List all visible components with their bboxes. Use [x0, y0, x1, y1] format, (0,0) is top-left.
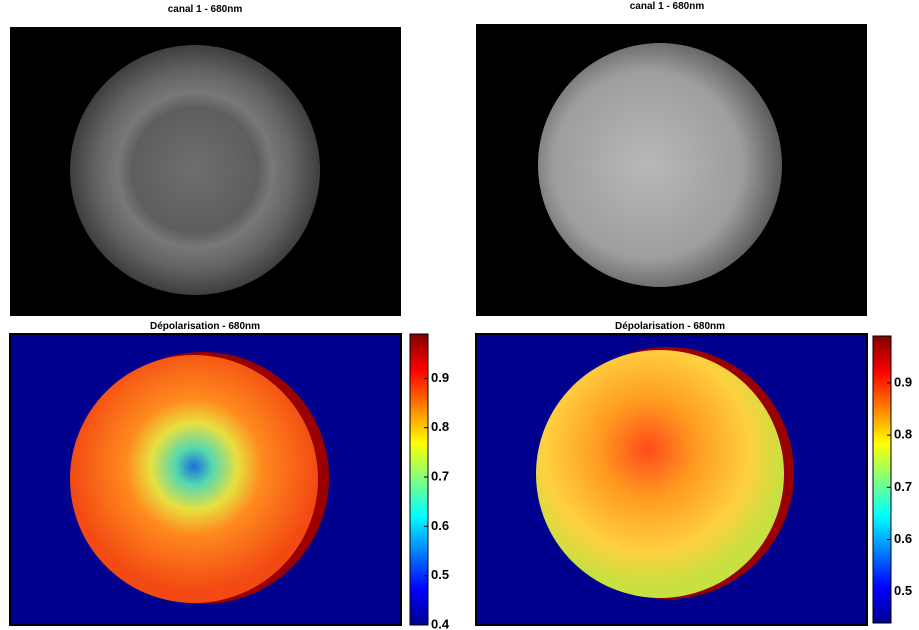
panel-title: Dépolarisation - 680nm [150, 321, 260, 332]
tick-label: 0.9 [431, 370, 449, 385]
tick-label: 0.7 [894, 479, 912, 494]
tick-label: 0.6 [431, 518, 449, 533]
tick-label: 0.6 [894, 531, 912, 546]
tick-label: 0.9 [894, 374, 912, 389]
sample-disk [70, 45, 320, 295]
tick-label: 0.8 [894, 427, 912, 442]
tick-label: 0.7 [431, 468, 449, 483]
tick-label: 0.4 [431, 616, 450, 630]
sample-disk [536, 350, 784, 598]
panel-title: Dépolarisation - 680nm [615, 321, 725, 332]
tick-label: 0.8 [431, 419, 449, 434]
panel-title: canal 1 - 680nm [168, 4, 243, 15]
sample-disk [538, 43, 782, 287]
tick-label: 0.5 [894, 583, 912, 598]
tick-label: 0.5 [431, 567, 449, 582]
colorbar [872, 335, 892, 624]
sample-disk [70, 355, 318, 603]
colorbar [409, 333, 429, 626]
panel-title: canal 1 - 680nm [630, 1, 705, 12]
